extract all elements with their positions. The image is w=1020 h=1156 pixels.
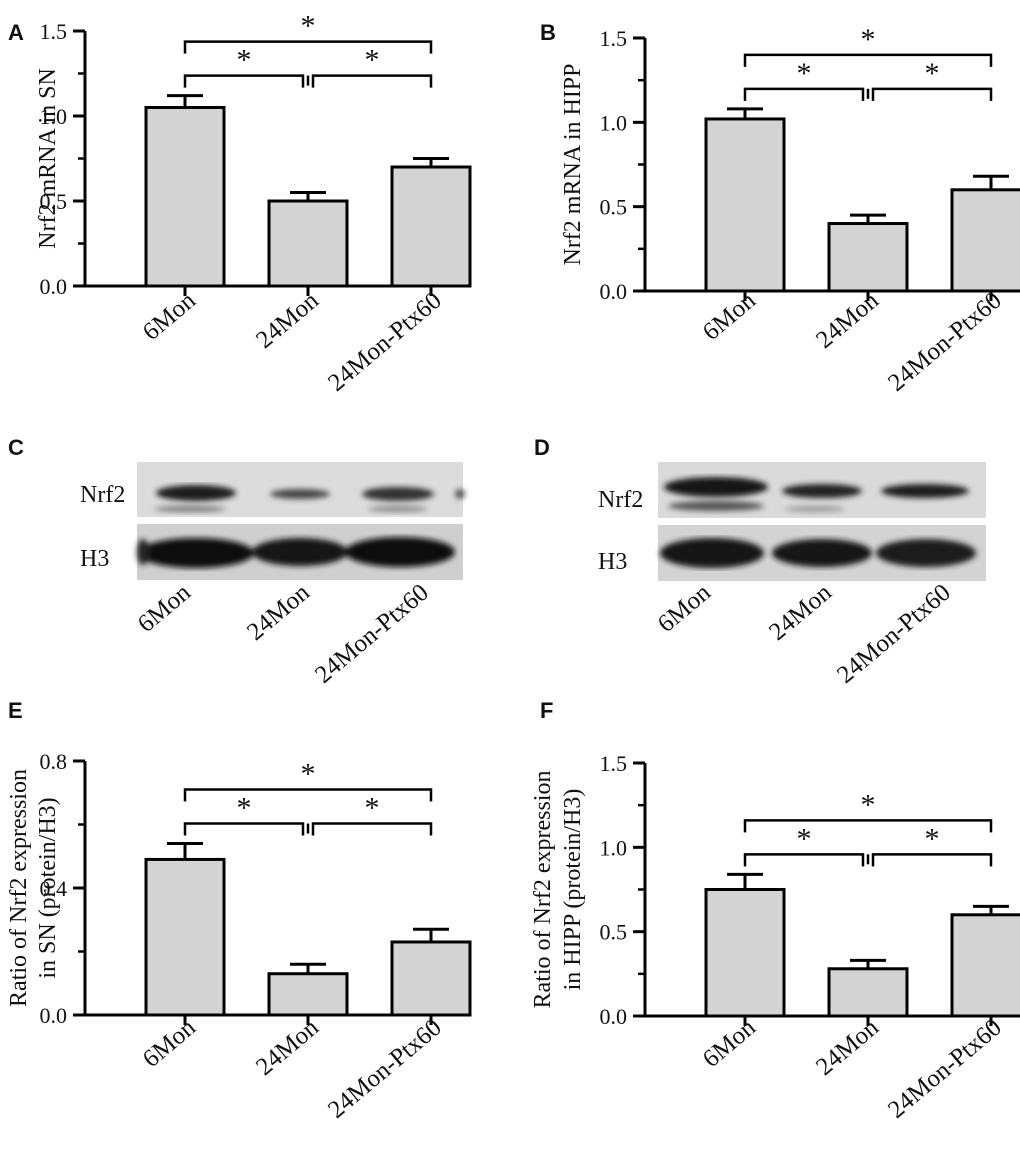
significance-star: * <box>301 758 316 791</box>
blot-c-lane-6mon: 6Mon <box>133 579 196 638</box>
significance-star: * <box>365 44 380 77</box>
bar-24mon-ptx60 <box>950 913 1020 1018</box>
y-axis-label: Ratio of Nrf2 expression <box>530 771 556 1009</box>
significance-star: * <box>237 792 252 825</box>
significance-star: * <box>365 792 380 825</box>
blot-d-lane-6mon: 6Mon <box>653 579 716 638</box>
significance-bracket <box>183 822 305 836</box>
y-axis-label-line2: in HIPP (protein/H3) <box>560 789 586 991</box>
y-tick-label: 0.0 <box>40 274 68 299</box>
significance-star: * <box>861 23 876 56</box>
blot-d-row-label-nrf2: Nrf2 <box>598 487 643 513</box>
blot-c-lane-24mon-ptx60: 24Mon-Ptx60 <box>310 579 434 689</box>
significance-bracket <box>183 74 305 88</box>
significance-bracket <box>311 822 433 836</box>
blot-d-lane-24mon-ptx60: 24Mon-Ptx60 <box>832 579 956 689</box>
significance-bracket <box>311 74 433 88</box>
significance-bracket <box>743 853 865 867</box>
x-tick-label: 6Mon <box>698 1014 761 1073</box>
y-tick-label: 0.8 <box>40 749 68 774</box>
significance-bracket <box>183 788 433 802</box>
bar-24mon-ptx60 <box>390 940 472 1017</box>
bar-6mon <box>704 117 786 293</box>
chart-panel-e: E 0.0 0.4 0.8 Ratio of Nrf2 expression in SN … <box>6 698 472 1124</box>
blot-c-nrf2-bands <box>154 485 465 512</box>
y-tick-label: 1.0 <box>40 104 68 129</box>
y-tick-label: 0.0 <box>600 279 628 304</box>
y-tick-label: 0.4 <box>40 876 68 901</box>
blot-c-row-label-nrf2: Nrf2 <box>80 482 125 508</box>
y-tick-label: 0.0 <box>40 1003 68 1028</box>
y-axis-label-line2: in SN (protein/H3) <box>35 797 61 978</box>
significance-star: * <box>301 10 316 43</box>
y-axis-label: Ratio of Nrf2 expression <box>6 769 32 1007</box>
x-tick-label: 6Mon <box>698 287 761 346</box>
x-tick-label: 24Mon-Ptx60 <box>323 287 447 397</box>
blot-c-row-label-h3: H3 <box>80 546 109 572</box>
x-tick-label: 24Mon-Ptx60 <box>883 287 1007 397</box>
y-tick-label: 0.5 <box>600 920 628 945</box>
significance-bracket <box>871 853 993 867</box>
significance-bracket <box>871 87 993 101</box>
panel-label-f: F <box>540 698 553 723</box>
blot-c-lane-24mon: 24Mon <box>242 579 315 646</box>
bar-24mon <box>827 222 909 293</box>
y-axis-label: Nrf2 mRNA in HIPP <box>560 63 586 265</box>
significance-bracket <box>743 53 993 67</box>
blot-d-nrf2-bands <box>664 477 969 512</box>
panel-label-a: A <box>8 20 24 45</box>
y-tick-label: 1.0 <box>600 110 628 135</box>
y-tick-label: 0.5 <box>600 195 628 220</box>
blot-d-h3-bands <box>660 538 976 568</box>
chart-panel-b: B 0.0 0.5 1.0 1.5 Nrf2 mRNA in HIPP 6Mon 24Mon 2… <box>540 20 1020 397</box>
bar-6mon <box>704 888 786 1018</box>
bar-24mon-ptx60 <box>950 188 1020 293</box>
blot-d-lane-24mon: 24Mon <box>764 579 837 646</box>
blot-panel-c: C Nrf2 H3 6Mon 24Mon 24Mon-Ptx60 <box>8 435 465 689</box>
significance-star: * <box>237 44 252 77</box>
panel-label-d: D <box>534 435 550 460</box>
bar-24mon-ptx60 <box>390 165 472 288</box>
bar-24mon <box>827 967 909 1018</box>
bar-24mon <box>267 199 349 288</box>
x-tick-label: 24Mon <box>811 287 884 354</box>
y-tick-label: 0.0 <box>600 1004 628 1029</box>
blot-c-h3-bands <box>137 537 455 568</box>
significance-star: * <box>797 57 812 90</box>
x-tick-label: 6Mon <box>138 287 201 346</box>
significance-star: * <box>925 57 940 90</box>
bar-24mon <box>267 972 349 1017</box>
significance-bracket <box>743 819 993 833</box>
blot-panel-d: D Nrf2 H3 6Mon 24Mon 24Mon-Ptx60 <box>534 435 986 689</box>
significance-bracket <box>743 87 865 101</box>
chart-panel-a: A 0.0 0.5 1.0 1.5 Nrf2 mRNA in SN 6Mon 24Mon 24M… <box>8 10 472 397</box>
y-axis-label: Nrf2 mRNA in SN <box>35 68 61 249</box>
significance-star: * <box>925 822 940 855</box>
y-tick-label: 1.0 <box>600 835 628 860</box>
chart-panel-f: F 0.0 0.5 1.0 1.5 Ratio of Nrf2 expression in … <box>530 698 1020 1124</box>
x-tick-label: 24Mon-Ptx60 <box>323 1014 447 1124</box>
panel-label-e: E <box>8 698 23 723</box>
x-tick-label: 24Mon-Ptx60 <box>883 1014 1007 1124</box>
bar-6mon <box>144 857 226 1017</box>
panel-label-b: B <box>540 20 556 45</box>
significance-bracket <box>183 40 433 54</box>
x-tick-label: 24Mon <box>811 1014 884 1081</box>
x-tick-label: 6Mon <box>138 1014 201 1073</box>
y-tick-label: 1.5 <box>600 26 628 51</box>
y-tick-label: 1.5 <box>600 751 628 776</box>
blot-d-row-label-h3: H3 <box>598 549 627 575</box>
significance-star: * <box>797 822 812 855</box>
y-tick-label: 1.5 <box>40 19 68 44</box>
x-tick-label: 24Mon <box>251 287 324 354</box>
significance-star: * <box>861 788 876 821</box>
x-tick-label: 24Mon <box>251 1014 324 1081</box>
panel-label-c: C <box>8 435 24 460</box>
bar-6mon <box>144 106 226 288</box>
y-tick-label: 0.5 <box>40 189 68 214</box>
